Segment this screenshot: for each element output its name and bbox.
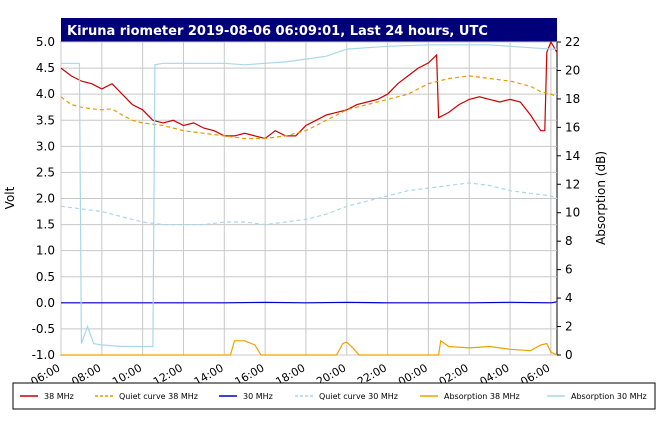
chart-title: Kiruna riometer 2019-08-06 06:09:01, Las… <box>67 24 488 39</box>
y2-tick-label: 4 <box>565 291 573 305</box>
legend-label: Absorption 38 MHz <box>444 392 520 401</box>
y-tick-label: 1.5 <box>36 218 55 232</box>
legend: 38 MHz Quiet curve 38 MHz 30 MHz Quiet curv… <box>20 392 647 401</box>
tick-layer: 5.0 4.5 4.0 3.5 3.0 2.5 2.0 1.5 1.0 0.5 0.0 -0.5 -1.… <box>29 35 581 388</box>
title-bar <box>61 18 557 42</box>
y-tick-label: 3.5 <box>36 113 55 127</box>
grid-layer <box>60 41 557 356</box>
y2-tick-label: 12 <box>565 177 580 191</box>
y2-axis-label: Absorption (dB) <box>594 151 608 245</box>
legend-label: 30 MHz <box>243 392 273 401</box>
series-layer <box>60 40 558 356</box>
series-line-1 <box>60 75 558 140</box>
series-line-3 <box>60 182 558 226</box>
y-tick-label: 3.0 <box>36 139 55 153</box>
y-tick-label: 5.0 <box>36 35 55 49</box>
y2-tick-label: 14 <box>565 149 580 163</box>
y-tick-label: 4.0 <box>36 87 55 101</box>
y2-tick-label: 18 <box>565 92 580 106</box>
legend-label: 38 MHz <box>44 392 74 401</box>
y-axis-label: Volt <box>3 186 17 209</box>
y-tick-label: -0.5 <box>32 322 55 336</box>
y2-tick-label: 10 <box>565 206 580 220</box>
y-tick-label: -1.0 <box>32 348 55 362</box>
y-tick-label: 1.0 <box>36 244 55 258</box>
y2-tick-label: 22 <box>565 35 580 49</box>
legend-label: Quiet curve 30 MHz <box>319 392 398 401</box>
y2-tick-label: 6 <box>565 263 573 277</box>
series-line-2 <box>61 301 558 304</box>
y-tick-label: 4.5 <box>36 61 55 75</box>
y-tick-label: 2.0 <box>36 192 55 206</box>
y2-tick-label: 8 <box>565 234 573 248</box>
series-line-5 <box>61 44 557 348</box>
y2-tick-label: 2 <box>565 320 573 334</box>
legend-label: Absorption 30 MHz <box>571 392 647 401</box>
series-line-4 <box>61 339 558 356</box>
y2-tick-label: 20 <box>565 63 580 77</box>
y-tick-label: 0.0 <box>36 296 55 310</box>
y-tick-label: 2.5 <box>36 165 55 179</box>
legend-label: Quiet curve 38 MHz <box>119 392 198 401</box>
y2-tick-label: 16 <box>565 120 580 134</box>
series-line-0 <box>60 40 558 140</box>
y-tick-label: 0.5 <box>36 270 55 284</box>
y2-tick-label: 0 <box>565 348 573 362</box>
